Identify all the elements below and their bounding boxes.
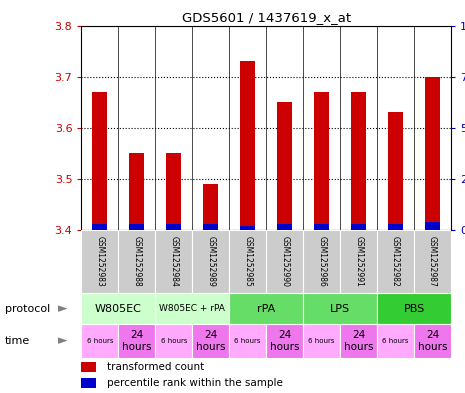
Bar <box>229 293 303 324</box>
Bar <box>129 224 144 230</box>
Bar <box>118 324 155 358</box>
Bar <box>388 224 403 230</box>
Bar <box>81 378 96 387</box>
Bar <box>351 92 366 230</box>
Bar <box>229 324 266 358</box>
Bar <box>314 224 329 230</box>
Text: 6 hours: 6 hours <box>308 338 335 344</box>
Bar <box>93 224 107 230</box>
Text: LPS: LPS <box>330 303 350 314</box>
Bar <box>388 112 403 230</box>
Text: GSM1252982: GSM1252982 <box>391 236 400 287</box>
Text: GSM1252983: GSM1252983 <box>95 236 104 287</box>
Bar <box>166 224 181 230</box>
Bar <box>81 362 96 372</box>
Text: protocol: protocol <box>5 303 50 314</box>
Bar <box>129 153 144 230</box>
Bar <box>240 226 255 230</box>
Bar <box>240 61 255 230</box>
Text: GSM1252984: GSM1252984 <box>169 236 178 287</box>
Bar <box>377 230 414 293</box>
Bar <box>340 324 377 358</box>
Text: 6 hours: 6 hours <box>86 338 113 344</box>
Text: ►: ► <box>58 302 67 315</box>
Bar <box>425 222 440 230</box>
Text: GSM1252986: GSM1252986 <box>317 236 326 287</box>
Text: W805EC: W805EC <box>95 303 142 314</box>
Text: GSM1252991: GSM1252991 <box>354 236 363 287</box>
Text: GSM1252990: GSM1252990 <box>280 236 289 287</box>
Text: GSM1252987: GSM1252987 <box>428 236 437 287</box>
Bar <box>377 293 451 324</box>
Bar <box>193 324 229 358</box>
Bar <box>314 92 329 230</box>
Text: time: time <box>5 336 30 346</box>
Text: 24
hours: 24 hours <box>418 330 447 352</box>
Text: 24
hours: 24 hours <box>270 330 299 352</box>
Bar <box>155 293 229 324</box>
Text: GSM1252988: GSM1252988 <box>133 236 141 287</box>
Text: 24
hours: 24 hours <box>344 330 373 352</box>
Text: percentile rank within the sample: percentile rank within the sample <box>107 378 283 387</box>
Bar <box>414 324 451 358</box>
Bar <box>155 324 192 358</box>
Text: ►: ► <box>58 334 67 347</box>
Text: 24
hours: 24 hours <box>196 330 226 352</box>
Bar <box>277 224 292 230</box>
Bar <box>203 184 218 230</box>
Text: transformed count: transformed count <box>107 362 205 372</box>
Bar <box>266 230 303 293</box>
Bar <box>118 230 155 293</box>
Text: rPA: rPA <box>257 303 275 314</box>
Text: 24
hours: 24 hours <box>122 330 152 352</box>
Bar <box>193 230 229 293</box>
Text: GSM1252989: GSM1252989 <box>206 236 215 287</box>
Text: 6 hours: 6 hours <box>382 338 409 344</box>
Bar <box>351 224 366 230</box>
Bar <box>340 230 377 293</box>
Bar <box>377 324 414 358</box>
Text: 6 hours: 6 hours <box>160 338 187 344</box>
Bar <box>425 77 440 230</box>
Text: GSM1252985: GSM1252985 <box>243 236 252 287</box>
Bar <box>81 230 118 293</box>
Text: PBS: PBS <box>404 303 425 314</box>
Bar <box>303 230 340 293</box>
Bar <box>303 293 377 324</box>
Bar <box>303 324 340 358</box>
Bar <box>414 230 451 293</box>
Bar <box>229 230 266 293</box>
Bar <box>81 324 118 358</box>
Bar <box>93 92 107 230</box>
Bar <box>81 293 155 324</box>
Title: GDS5601 / 1437619_x_at: GDS5601 / 1437619_x_at <box>182 11 351 24</box>
Text: 6 hours: 6 hours <box>234 338 261 344</box>
Bar <box>166 153 181 230</box>
Bar <box>266 324 303 358</box>
Bar <box>277 102 292 230</box>
Bar <box>203 224 218 230</box>
Text: W805EC + rPA: W805EC + rPA <box>159 304 225 313</box>
Bar <box>155 230 192 293</box>
